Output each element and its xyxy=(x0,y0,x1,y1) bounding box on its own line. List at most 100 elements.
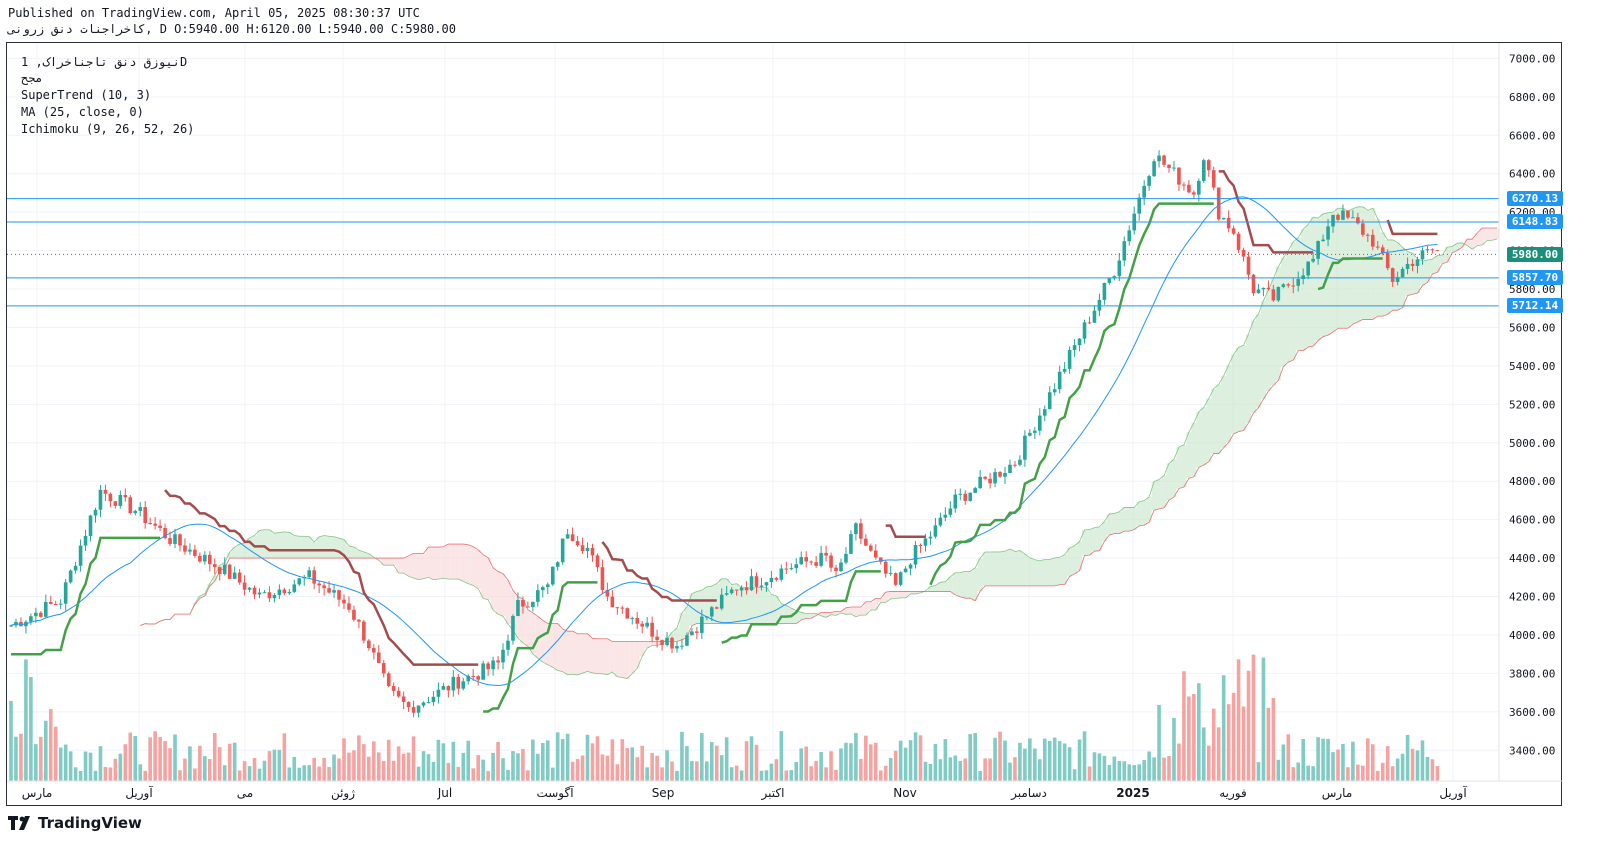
candle-body xyxy=(193,549,197,556)
volume-bar xyxy=(1072,769,1077,781)
volume-bar xyxy=(913,732,918,781)
candle-body xyxy=(178,534,182,546)
volume-bar xyxy=(893,750,898,781)
price-axis-tick: 7000.00 xyxy=(1509,52,1555,65)
volume-bar xyxy=(1395,758,1400,781)
price-chart[interactable]: 3400.00 3600.00 3800.00 4000.00 4200.00 4400.… xyxy=(7,43,1563,807)
candle-body xyxy=(963,493,968,501)
candle-body xyxy=(1425,249,1430,251)
candle-body xyxy=(958,493,963,495)
level-price-tag[interactable]: 6148.83 xyxy=(1507,214,1563,230)
legend-symbol: نیوزق دنق تاجناخراک, 1D xyxy=(21,55,188,69)
volume-bar xyxy=(675,770,679,781)
volume-bar xyxy=(700,733,704,781)
candle-body xyxy=(158,525,162,528)
level-price-tag[interactable]: 6270.13 xyxy=(1507,191,1563,207)
legend-ma[interactable]: MA (25, close, 0) xyxy=(21,105,144,119)
volume-bar xyxy=(769,763,774,781)
candle-body xyxy=(322,585,326,589)
candle-body xyxy=(1008,464,1012,473)
volume-bar xyxy=(883,765,888,781)
volume-bar xyxy=(63,744,68,781)
candle-body xyxy=(635,617,640,624)
supertrend-line xyxy=(11,536,161,656)
volume-bar xyxy=(297,767,302,781)
volume-bar xyxy=(824,767,828,781)
candle-body xyxy=(685,635,689,646)
volume-bar xyxy=(237,770,242,781)
volume-bar xyxy=(123,744,128,781)
candle-body xyxy=(1187,184,1191,193)
candle-body xyxy=(719,594,724,609)
candle-body xyxy=(1197,180,1201,195)
candle-body xyxy=(98,489,103,510)
volume-bar xyxy=(257,768,262,781)
volume-bar xyxy=(1122,761,1127,781)
volume-bar xyxy=(1147,751,1151,781)
level-price-tag[interactable]: 5712.14 xyxy=(1507,298,1563,314)
volume-bar xyxy=(531,739,535,781)
candle-body xyxy=(1266,287,1271,290)
candle-body xyxy=(878,557,883,562)
candle-body xyxy=(983,476,987,479)
volume-bar xyxy=(39,736,43,781)
candle-body xyxy=(1370,234,1375,247)
candle-body xyxy=(1336,214,1340,220)
chart-frame[interactable]: 3400.00 3600.00 3800.00 4000.00 4200.00 4400.… xyxy=(6,42,1563,807)
time-axis-label: اکتبر xyxy=(761,786,785,801)
volume-bar xyxy=(247,766,252,781)
volume-bar xyxy=(550,767,555,781)
tradingview-logo[interactable]: TradingView xyxy=(8,814,142,832)
candle-body xyxy=(570,534,575,542)
volume-bar xyxy=(93,770,98,781)
supertrend-line xyxy=(164,489,479,666)
candle-body xyxy=(565,534,570,539)
supertrend-line xyxy=(721,570,881,644)
candle-body xyxy=(1147,176,1151,186)
candle-body xyxy=(729,589,734,594)
candle-body xyxy=(257,592,262,595)
volume-bar xyxy=(918,735,923,781)
volume-bar xyxy=(48,709,53,781)
volume-bar xyxy=(68,751,73,781)
volume-bar xyxy=(1062,743,1067,781)
candle-body xyxy=(1366,234,1370,236)
volume-bar xyxy=(1321,738,1325,781)
legend-ichimoku[interactable]: Ichimoku (9, 26, 52, 26) xyxy=(21,122,195,136)
volume-bar xyxy=(287,767,292,781)
candle-body xyxy=(481,663,485,680)
candle-body xyxy=(869,545,873,551)
volume-bar xyxy=(625,748,630,781)
candle-body xyxy=(784,568,789,570)
candle-body xyxy=(799,557,804,565)
volume-bar xyxy=(1296,762,1301,781)
candle-body xyxy=(1042,409,1047,416)
volume-bar xyxy=(411,736,416,781)
volume-bar xyxy=(839,748,843,781)
candle-body xyxy=(600,567,605,590)
level-price-tag[interactable]: 5857.70 xyxy=(1507,270,1563,286)
candle-body xyxy=(903,568,908,573)
candle-body xyxy=(913,545,918,565)
legend-supertrend[interactable]: SuperTrend (10, 3) xyxy=(21,88,152,102)
candle-body xyxy=(590,547,595,556)
candle-body xyxy=(993,472,997,484)
volume-bar xyxy=(580,755,585,781)
candle-body xyxy=(1405,263,1410,269)
volume-bar xyxy=(516,753,520,781)
last-price-tag[interactable]: 5980.00 xyxy=(1507,246,1563,262)
candle-body xyxy=(953,494,958,509)
volume-bar xyxy=(620,739,625,781)
volume-bar xyxy=(1430,759,1435,781)
volume-bar xyxy=(734,765,739,781)
candle-body xyxy=(1177,167,1181,185)
candle-body xyxy=(456,676,461,689)
volume-bar xyxy=(203,756,207,781)
volume-bar xyxy=(844,742,848,781)
volume-bar xyxy=(227,743,232,781)
candle-body xyxy=(555,562,560,567)
volume-bar xyxy=(506,769,510,781)
candle-body xyxy=(143,507,147,524)
supertrend-line xyxy=(1218,170,1314,254)
volume-bar xyxy=(1316,737,1320,781)
